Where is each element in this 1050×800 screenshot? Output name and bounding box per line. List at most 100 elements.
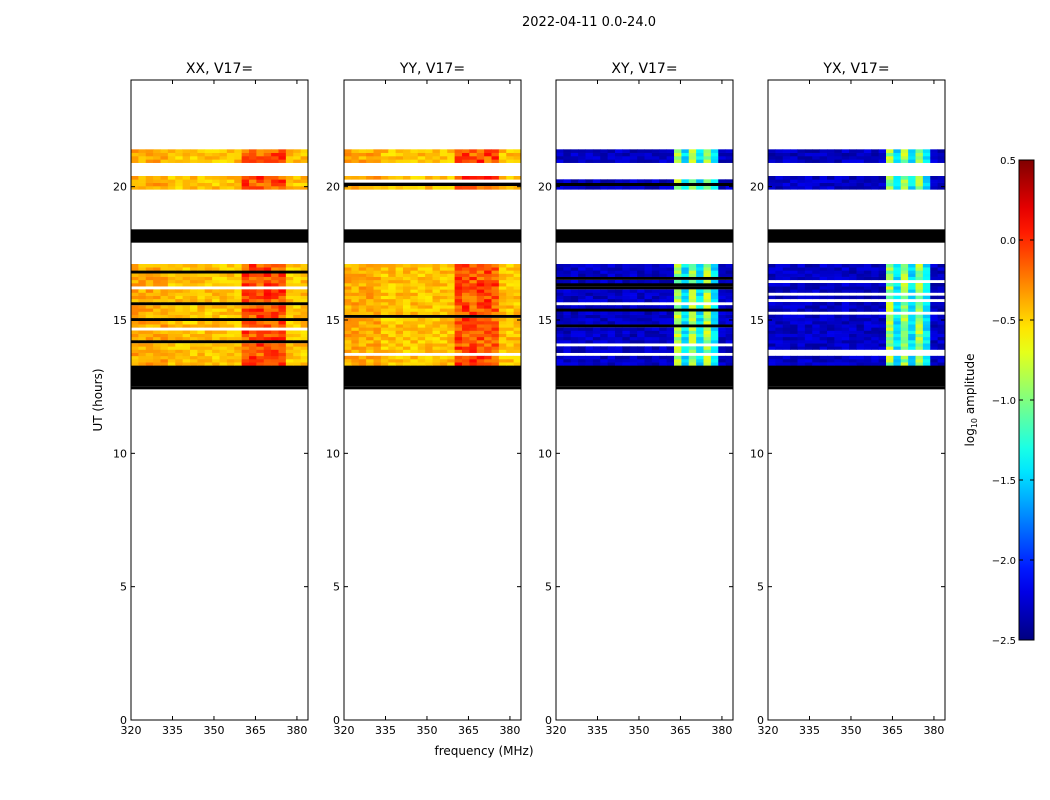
heatmap-cell xyxy=(175,333,184,338)
heatmap-cell xyxy=(212,276,220,281)
heatmap-cell xyxy=(915,362,924,366)
heatmap-cell xyxy=(395,330,404,334)
heatmap-cell xyxy=(167,349,176,353)
heatmap-cell xyxy=(775,186,784,190)
heatmap-cell xyxy=(219,333,228,338)
heatmap-cell xyxy=(863,305,872,309)
heatmap-cell xyxy=(827,317,835,322)
heatmap-cell xyxy=(190,346,198,350)
heatmap-cell xyxy=(871,362,880,366)
heatmap-cell xyxy=(351,279,360,284)
heatmap-cell xyxy=(563,270,572,274)
heatmap-cell xyxy=(644,149,653,153)
heatmap-cell xyxy=(293,362,302,366)
heatmap-cell xyxy=(425,270,433,274)
heatmap-cell xyxy=(197,333,206,338)
heatmap-cell xyxy=(197,279,206,284)
heatmap-cell xyxy=(886,295,894,300)
heatmap-cell xyxy=(659,311,668,315)
heatmap-cell xyxy=(622,311,631,315)
heatmap-cell xyxy=(651,186,660,190)
heatmap-cell xyxy=(651,267,660,271)
heatmap-cell xyxy=(659,264,668,268)
heatmap-cell xyxy=(696,186,704,190)
heatmap-cell xyxy=(886,176,894,180)
heatmap-cell xyxy=(197,264,206,268)
heatmap-cell xyxy=(768,324,776,328)
heatmap-cell xyxy=(812,273,821,277)
heatmap-cell xyxy=(358,359,367,363)
heatmap-cell xyxy=(145,324,154,328)
heatmap-cell xyxy=(592,349,601,353)
heatmap-cell xyxy=(145,343,154,347)
heatmap-cell xyxy=(278,149,287,153)
heatmap-cell xyxy=(871,343,880,347)
heatmap-cell xyxy=(138,156,147,160)
heatmap-cell xyxy=(696,273,704,277)
heatmap-cell xyxy=(484,302,492,306)
heatmap-cell xyxy=(366,317,374,322)
heatmap-cell xyxy=(469,176,478,180)
heatmap-cell xyxy=(718,340,727,344)
heatmap-cell xyxy=(271,264,279,268)
heatmap-cell xyxy=(447,321,456,325)
heatmap-cell xyxy=(570,186,579,190)
heatmap-cell xyxy=(271,336,279,341)
heatmap-cell xyxy=(160,186,169,190)
heatmap-cell xyxy=(600,156,609,160)
heatmap-cell xyxy=(556,321,564,325)
heatmap-cell xyxy=(871,283,880,287)
heatmap-cell xyxy=(138,355,147,360)
heatmap-cell xyxy=(351,276,360,281)
heatmap-cell xyxy=(710,289,719,293)
heatmap-cell xyxy=(351,311,360,315)
heatmap-cell xyxy=(893,159,902,163)
heatmap-cell xyxy=(138,279,147,284)
heatmap-cell xyxy=(256,298,265,303)
heatmap-cell xyxy=(886,317,894,322)
heatmap-cell xyxy=(856,359,865,363)
heatmap-cell xyxy=(827,289,835,293)
heatmap-cell xyxy=(131,267,139,271)
heatmap-cell xyxy=(782,308,791,312)
heatmap-cell xyxy=(425,308,433,312)
heatmap-cell xyxy=(768,159,776,163)
heatmap-cell xyxy=(138,276,147,281)
heatmap-cell xyxy=(849,340,857,344)
heatmap-cell xyxy=(204,352,213,357)
heatmap-cell xyxy=(498,295,507,300)
heatmap-cell xyxy=(366,355,374,360)
heatmap-cell xyxy=(278,298,287,303)
heatmap-cell xyxy=(937,152,946,157)
heatmap-cell xyxy=(278,267,287,271)
heatmap-cell xyxy=(688,355,697,360)
heatmap-cell xyxy=(666,314,675,319)
heatmap-cell xyxy=(197,352,206,357)
heatmap-cell xyxy=(622,270,631,274)
axes-frame xyxy=(555,79,734,721)
heatmap-cell xyxy=(886,149,894,153)
heatmap-cell xyxy=(775,305,784,309)
heatmap-cell xyxy=(900,314,909,319)
heatmap-cell xyxy=(922,302,931,306)
heatmap-cell xyxy=(219,264,228,268)
heatmap-cell xyxy=(578,340,586,344)
heatmap-cell xyxy=(417,317,426,322)
heatmap-cell xyxy=(212,336,220,341)
heatmap-cell xyxy=(725,264,734,268)
heatmap-cell xyxy=(373,283,382,287)
heatmap-cell xyxy=(197,346,206,350)
heatmap-cell xyxy=(182,279,191,284)
heatmap-cell xyxy=(922,289,931,293)
heatmap-cell xyxy=(491,159,500,163)
heatmap-cell xyxy=(937,324,946,328)
heatmap-cell xyxy=(908,336,916,341)
heatmap-cell xyxy=(138,298,147,303)
heatmap-cell xyxy=(768,176,776,180)
heatmap-cell xyxy=(197,336,206,341)
heatmap-cell xyxy=(696,349,704,353)
heatmap-cell xyxy=(462,327,470,331)
heatmap-cell xyxy=(249,349,257,353)
heatmap-cell xyxy=(681,305,690,309)
heatmap-cell xyxy=(293,336,302,341)
